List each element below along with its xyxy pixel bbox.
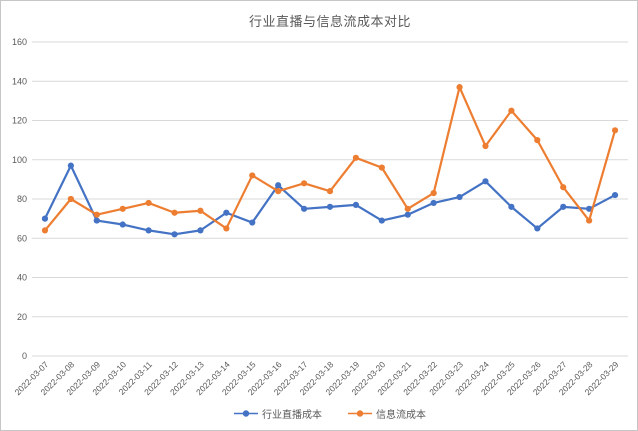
data-point xyxy=(560,184,567,191)
chart-legend: 行业直播成本 信息流成本 xyxy=(32,406,628,421)
legend-marker-line-dot-icon xyxy=(348,410,372,417)
y-tick-label: 60 xyxy=(17,233,27,243)
data-point xyxy=(223,225,230,232)
data-point xyxy=(482,142,489,150)
data-point xyxy=(223,209,230,216)
legend-label-series-1: 信息流成本 xyxy=(376,410,426,421)
y-tick-label: 40 xyxy=(17,273,27,283)
data-point xyxy=(275,188,282,195)
legend-label-series-0: 行业直播成本 xyxy=(262,410,322,421)
data-point xyxy=(352,154,360,161)
data-point xyxy=(93,211,100,218)
data-point xyxy=(171,209,178,216)
y-tick-label: 100 xyxy=(12,155,27,165)
y-tick-label: 140 xyxy=(12,76,27,86)
data-point xyxy=(534,225,541,232)
data-point xyxy=(145,199,152,207)
data-point xyxy=(378,217,385,224)
data-point xyxy=(145,227,152,234)
data-point xyxy=(197,227,204,234)
y-tick-label: 160 xyxy=(12,37,27,47)
data-point xyxy=(119,221,126,228)
data-point xyxy=(326,203,334,210)
data-point xyxy=(586,205,593,212)
data-point xyxy=(611,127,619,134)
data-point xyxy=(482,178,489,185)
data-point xyxy=(249,172,256,179)
data-point xyxy=(352,201,360,208)
y-tick-label: 80 xyxy=(17,194,27,204)
data-point xyxy=(560,203,567,210)
data-point xyxy=(534,137,541,144)
data-point xyxy=(41,227,49,234)
legend-item-series-0: 行业直播成本 xyxy=(234,406,322,421)
data-point xyxy=(456,193,463,201)
data-point xyxy=(378,164,385,171)
data-point xyxy=(508,203,515,210)
data-point xyxy=(508,107,515,114)
data-point xyxy=(171,231,178,238)
data-point xyxy=(430,190,437,197)
data-point xyxy=(197,207,204,214)
data-point xyxy=(300,180,308,187)
data-point xyxy=(586,217,593,224)
data-point xyxy=(404,205,411,212)
data-point xyxy=(67,195,74,203)
chart-title: 行业直播与信息流成本对比 xyxy=(248,14,411,29)
data-point xyxy=(93,217,100,224)
series-line-0 xyxy=(43,164,617,236)
data-point xyxy=(249,219,256,226)
data-point xyxy=(67,162,74,169)
data-point xyxy=(275,182,282,189)
legend-item-series-1: 信息流成本 xyxy=(348,406,426,421)
data-point xyxy=(41,215,49,222)
data-point xyxy=(404,211,411,218)
y-tick-label: 0 xyxy=(22,351,27,361)
y-tick-label: 120 xyxy=(12,116,27,126)
data-point xyxy=(430,199,437,207)
y-tick-label: 20 xyxy=(17,312,27,322)
data-point xyxy=(456,84,463,91)
data-point xyxy=(611,191,619,199)
legend-marker-line-dot-icon xyxy=(234,410,258,417)
data-point xyxy=(326,188,334,195)
data-point xyxy=(300,205,308,212)
data-point xyxy=(119,205,126,212)
